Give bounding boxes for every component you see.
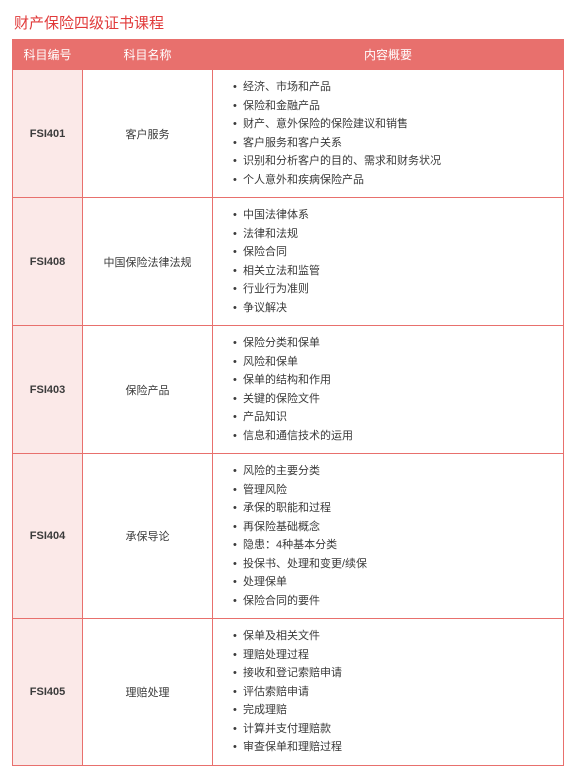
summary-item: 投保书、处理和变更/续保 [233, 555, 557, 574]
summary-item: 隐患：4种基本分类 [233, 536, 557, 555]
summary-item: 保险合同的要件 [233, 592, 557, 611]
summary-item: 相关立法和监管 [233, 262, 557, 281]
summary-item: 关键的保险文件 [233, 390, 557, 409]
course-name: 承保导论 [83, 454, 213, 619]
summary-item: 评估索赔申请 [233, 683, 557, 702]
summary-item: 经济、市场和产品 [233, 78, 557, 97]
summary-item: 争议解决 [233, 299, 557, 318]
summary-item: 接收和登记索赔申请 [233, 664, 557, 683]
course-code: FSI405 [13, 619, 83, 766]
summary-item: 财产、意外保险的保险建议和销售 [233, 115, 557, 134]
course-code: FSI404 [13, 454, 83, 619]
summary-item: 管理风险 [233, 481, 557, 500]
summary-item: 保单及相关文件 [233, 627, 557, 646]
summary-item: 承保的职能和过程 [233, 499, 557, 518]
col-header-name: 科目名称 [83, 40, 213, 70]
table-row: FSI408中国保险法律法规中国法律体系法律和法规保险合同相关立法和监管行业行为… [13, 198, 564, 326]
table-row: FSI405理赔处理保单及相关文件理赔处理过程接收和登记索赔申请评估索赔申请完成… [13, 619, 564, 766]
summary-item: 处理保单 [233, 573, 557, 592]
summary-list: 经济、市场和产品保险和金融产品财产、意外保险的保险建议和销售客户服务和客户关系识… [215, 78, 557, 189]
summary-item: 风险和保单 [233, 353, 557, 372]
summary-item: 行业行为准则 [233, 280, 557, 299]
course-summary: 风险的主要分类管理风险承保的职能和过程再保险基础概念隐患：4种基本分类投保书、处… [213, 454, 564, 619]
table-row: FSI403保险产品保险分类和保单风险和保单保单的结构和作用关键的保险文件产品知… [13, 326, 564, 454]
summary-list: 风险的主要分类管理风险承保的职能和过程再保险基础概念隐患：4种基本分类投保书、处… [215, 462, 557, 610]
course-summary: 保单及相关文件理赔处理过程接收和登记索赔申请评估索赔申请完成理赔计算并支付理赔款… [213, 619, 564, 766]
course-name: 理赔处理 [83, 619, 213, 766]
summary-item: 识别和分析客户的目的、需求和财务状况 [233, 152, 557, 171]
summary-item: 法律和法规 [233, 225, 557, 244]
course-summary: 保险分类和保单风险和保单保单的结构和作用关键的保险文件产品知识信息和通信技术的运… [213, 326, 564, 454]
summary-item: 风险的主要分类 [233, 462, 557, 481]
col-header-code: 科目编号 [13, 40, 83, 70]
summary-item: 审查保单和理赔过程 [233, 738, 557, 757]
page-title: 财产保险四级证书课程 [14, 12, 564, 33]
course-name: 保险产品 [83, 326, 213, 454]
course-summary: 经济、市场和产品保险和金融产品财产、意外保险的保险建议和销售客户服务和客户关系识… [213, 70, 564, 198]
summary-item: 计算并支付理赔款 [233, 720, 557, 739]
summary-item: 保险合同 [233, 243, 557, 262]
summary-list: 中国法律体系法律和法规保险合同相关立法和监管行业行为准则争议解决 [215, 206, 557, 317]
summary-list: 保险分类和保单风险和保单保单的结构和作用关键的保险文件产品知识信息和通信技术的运… [215, 334, 557, 445]
summary-item: 中国法律体系 [233, 206, 557, 225]
course-table: 科目编号 科目名称 内容概要 FSI401客户服务经济、市场和产品保险和金融产品… [12, 39, 564, 766]
summary-item: 理赔处理过程 [233, 646, 557, 665]
course-code: FSI403 [13, 326, 83, 454]
summary-list: 保单及相关文件理赔处理过程接收和登记索赔申请评估索赔申请完成理赔计算并支付理赔款… [215, 627, 557, 757]
summary-item: 保险和金融产品 [233, 97, 557, 116]
course-code: FSI408 [13, 198, 83, 326]
summary-item: 保险分类和保单 [233, 334, 557, 353]
course-name: 客户服务 [83, 70, 213, 198]
summary-item: 完成理赔 [233, 701, 557, 720]
summary-item: 再保险基础概念 [233, 518, 557, 537]
col-header-summary: 内容概要 [213, 40, 564, 70]
summary-item: 个人意外和疾病保险产品 [233, 171, 557, 190]
summary-item: 产品知识 [233, 408, 557, 427]
summary-item: 客户服务和客户关系 [233, 134, 557, 153]
table-header-row: 科目编号 科目名称 内容概要 [13, 40, 564, 70]
course-summary: 中国法律体系法律和法规保险合同相关立法和监管行业行为准则争议解决 [213, 198, 564, 326]
summary-item: 信息和通信技术的运用 [233, 427, 557, 446]
summary-item: 保单的结构和作用 [233, 371, 557, 390]
table-row: FSI404承保导论风险的主要分类管理风险承保的职能和过程再保险基础概念隐患：4… [13, 454, 564, 619]
course-name: 中国保险法律法规 [83, 198, 213, 326]
table-row: FSI401客户服务经济、市场和产品保险和金融产品财产、意外保险的保险建议和销售… [13, 70, 564, 198]
course-code: FSI401 [13, 70, 83, 198]
